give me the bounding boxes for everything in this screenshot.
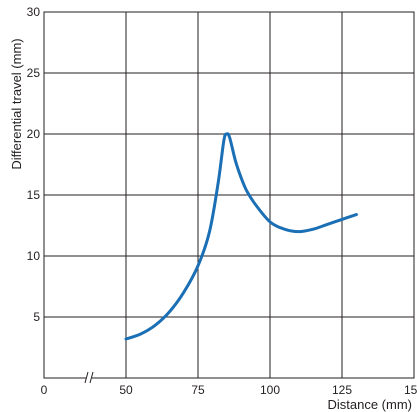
x-tick-label-50: 50: [119, 383, 133, 397]
y-tick-label-5: 5: [33, 310, 40, 324]
y-tick-label-25: 25: [27, 66, 41, 80]
plot-frame: [43, 11, 415, 379]
series-line: [124, 132, 358, 341]
y-tick-label-10: 10: [27, 249, 41, 263]
y-tick-label-30: 30: [27, 5, 41, 19]
tick-labels: 0 50 75 100 125 150 5 10 15 20 25 30: [27, 5, 417, 397]
y-tick-label-15: 15: [27, 188, 41, 202]
axis-break-gap: [86, 371, 92, 385]
y-axis-label: Differential travel (mm): [9, 38, 24, 169]
x-tick-label-0: 0: [41, 383, 48, 397]
x-tick-label-75: 75: [191, 383, 205, 397]
x-axis-label: Distance (mm): [327, 397, 412, 412]
x-tick-label-150: 150: [404, 383, 417, 397]
axis-break-mark-left: [84, 371, 89, 384]
x-tick-label-100: 100: [260, 383, 280, 397]
x-tick-label-125: 125: [332, 383, 352, 397]
grid: [44, 12, 414, 378]
axis-break-mark-right: [89, 371, 94, 384]
y-tick-label-20: 20: [27, 127, 41, 141]
x-axis-break: [84, 371, 94, 385]
